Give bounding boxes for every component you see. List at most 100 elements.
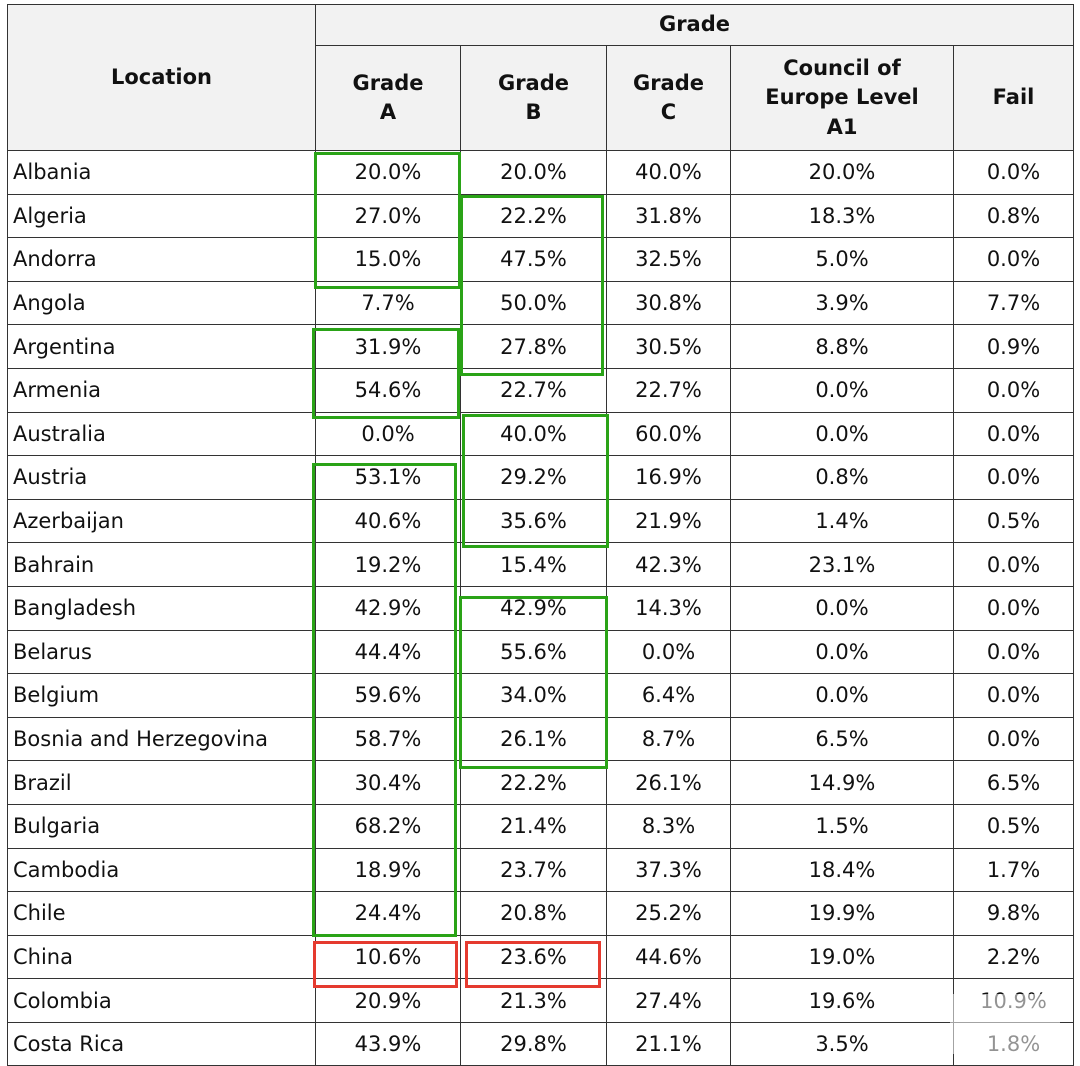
grade-c-cell: 37.3% [606,847,731,893]
location-cell: Costa Rica [7,1021,316,1066]
council-of-europe-cell: 0.8% [730,455,954,500]
grade-b-cell: 20.8% [460,891,607,936]
table-row: Belarus 44.4% 55.6% 0.0% 0.0% 0.0% [7,629,1074,675]
table-row: Bulgaria 68.2% 21.4% 8.3% 1.5% 0.5% [7,803,1074,849]
grade-b-cell: 20.0% [460,150,607,195]
grade-c-cell: 16.9% [606,455,731,500]
grade-a-cell: 43.9% [315,1021,461,1066]
fail-cell: 10.9% [953,978,1074,1023]
grade-group-header: Grade [315,4,1074,46]
council-of-europe-cell: 0.0% [730,673,954,718]
grade-b-cell: 21.3% [460,978,607,1023]
grade-b-cell: 29.2% [460,455,607,500]
council-of-europe-cell: 19.9% [730,891,954,936]
grade-c-cell: 32.5% [606,237,731,282]
grade-c-cell: 22.7% [606,367,731,413]
grade-a-cell: 20.9% [315,978,461,1023]
table-row: Costa Rica 43.9% 29.8% 21.1% 3.5% 1.8% [7,1021,1074,1066]
grade-c-cell: 60.0% [606,411,731,457]
location-cell: Bangladesh [7,585,316,631]
table-row: Azerbaijan 40.6% 35.6% 21.9% 1.4% 0.5% [7,498,1074,544]
grade-a-cell: 54.6% [315,367,461,413]
council-of-europe-header: Council of Europe Level A1 [730,45,954,151]
table-row: Algeria 27.0% 22.2% 31.8% 18.3% 0.8% [7,193,1074,239]
location-cell: Azerbaijan [7,498,316,544]
table-row: Australia 0.0% 40.0% 60.0% 0.0% 0.0% [7,411,1074,457]
council-of-europe-cell: 3.9% [730,280,954,326]
location-cell: Algeria [7,193,316,239]
grade-a-cell: 59.6% [315,673,461,718]
council-of-europe-cell: 19.0% [730,934,954,980]
grade-c-cell: 6.4% [606,673,731,718]
table-body: Albania 20.0% 20.0% 40.0% 20.0% 0.0% Algeria 27… [7,150,1074,1066]
table-row: Angola 7.7% 50.0% 30.8% 3.9% 7.7% [7,280,1074,326]
location-header: Location [7,4,316,151]
grade-a-header: Grade A [315,45,461,151]
grade-c-cell: 30.5% [606,324,731,369]
grade-table: Location Grade Grade A Grade B Grade C Coun… [7,4,1074,1066]
grade-b-cell: 29.8% [460,1021,607,1066]
grade-c-cell: 30.8% [606,280,731,326]
council-of-europe-cell: 5.0% [730,237,954,282]
council-of-europe-cell: 20.0% [730,150,954,195]
grade-c-cell: 40.0% [606,150,731,195]
grade-c-cell: 31.8% [606,193,731,239]
fail-cell: 0.0% [953,411,1074,457]
grade-b-cell: 40.0% [460,411,607,457]
grade-c-cell: 21.9% [606,498,731,544]
grade-a-cell: 0.0% [315,411,461,457]
grade-a-cell: 40.6% [315,498,461,544]
grade-a-cell: 19.2% [315,542,461,587]
grade-a-cell: 42.9% [315,585,461,631]
fail-cell: 0.0% [953,150,1074,195]
fail-cell: 0.9% [953,324,1074,369]
table-row: Bahrain 19.2% 15.4% 42.3% 23.1% 0.0% [7,542,1074,587]
location-cell: Bosnia and Herzegovina [7,716,316,762]
council-of-europe-cell: 3.5% [730,1021,954,1066]
fail-cell: 0.0% [953,455,1074,500]
fail-cell: 2.2% [953,934,1074,980]
table-row: Chile 24.4% 20.8% 25.2% 19.9% 9.8% [7,891,1074,936]
council-of-europe-cell: 0.0% [730,411,954,457]
grade-b-cell: 27.8% [460,324,607,369]
council-of-europe-cell: 19.6% [730,978,954,1023]
fail-cell: 9.8% [953,891,1074,936]
grade-c-cell: 21.1% [606,1021,731,1066]
grade-a-cell: 7.7% [315,280,461,326]
fail-cell: 0.5% [953,498,1074,544]
table-row: Austria 53.1% 29.2% 16.9% 0.8% 0.0% [7,455,1074,500]
table-row: Andorra 15.0% 47.5% 32.5% 5.0% 0.0% [7,237,1074,282]
grade-a-cell: 68.2% [315,803,461,849]
grade-c-cell: 26.1% [606,760,731,805]
grade-b-cell: 42.9% [460,585,607,631]
fail-cell: 1.7% [953,847,1074,893]
fail-cell: 6.5% [953,760,1074,805]
grade-b-cell: 22.2% [460,760,607,805]
council-of-europe-cell: 14.9% [730,760,954,805]
location-cell: Chile [7,891,316,936]
grade-b-cell: 23.6% [460,934,607,980]
grade-b-cell: 47.5% [460,237,607,282]
location-cell: Colombia [7,978,316,1023]
grade-c-cell: 14.3% [606,585,731,631]
fail-cell: 7.7% [953,280,1074,326]
grade-b-cell: 55.6% [460,629,607,675]
council-of-europe-cell: 6.5% [730,716,954,762]
grade-b-cell: 50.0% [460,280,607,326]
fail-cell: 0.8% [953,193,1074,239]
table-row: Bangladesh 42.9% 42.9% 14.3% 0.0% 0.0% [7,585,1074,631]
location-cell: China [7,934,316,980]
grade-c-cell: 27.4% [606,978,731,1023]
location-cell: Angola [7,280,316,326]
grade-a-cell: 24.4% [315,891,461,936]
location-cell: Bahrain [7,542,316,587]
grade-c-cell: 44.6% [606,934,731,980]
table-row: Bosnia and Herzegovina 58.7% 26.1% 8.7% 6.5%… [7,716,1074,762]
grade-c-cell: 42.3% [606,542,731,587]
grade-c-cell: 25.2% [606,891,731,936]
grade-b-cell: 35.6% [460,498,607,544]
table-row: Belgium 59.6% 34.0% 6.4% 0.0% 0.0% [7,673,1074,718]
council-of-europe-cell: 1.4% [730,498,954,544]
grade-a-cell: 53.1% [315,455,461,500]
table-row: Brazil 30.4% 22.2% 26.1% 14.9% 6.5% [7,760,1074,805]
